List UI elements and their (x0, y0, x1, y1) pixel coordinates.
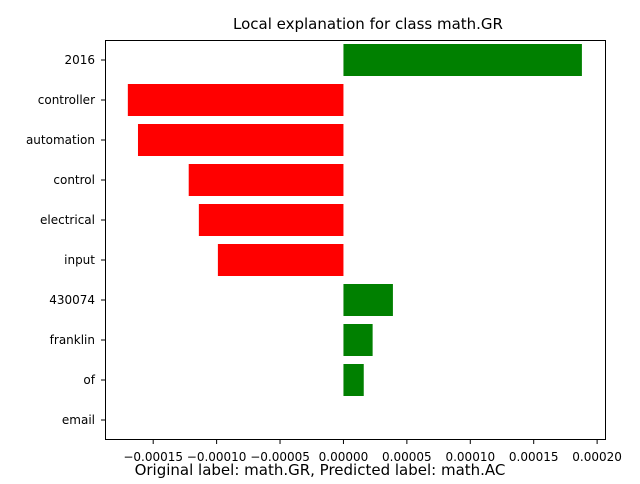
y-tick-label: automation (26, 133, 95, 147)
plot-frame (105, 40, 606, 440)
chart-title: Local explanation for class math.GR (233, 15, 503, 33)
bar-franklin (343, 324, 373, 356)
y-axis-ticks: 2016 controller automation control electrica… (26, 53, 105, 427)
y-tick-label: controller (38, 93, 95, 107)
x-tick-label: −0.00010 (187, 450, 247, 464)
y-tick-label: input (64, 253, 95, 267)
bar-2016 (343, 44, 582, 76)
x-tick-label: 0.00010 (445, 450, 495, 464)
y-tick-label: email (62, 413, 95, 427)
chart-caption: Original label: math.GR, Predicted label… (135, 461, 506, 479)
x-tick-label: −0.00005 (250, 450, 310, 464)
x-tick-label: 0.00000 (319, 450, 369, 464)
x-tick-label: 0.00005 (382, 450, 432, 464)
bar-input (217, 244, 344, 276)
y-tick-label: of (83, 373, 95, 387)
x-tick-label: 0.00020 (572, 450, 622, 464)
y-tick-label: 430074 (49, 293, 95, 307)
bar-430074 (343, 284, 393, 316)
bar-automation (137, 124, 344, 156)
y-tick-label: 2016 (64, 53, 95, 67)
y-tick-label: electrical (40, 213, 95, 227)
bar-controller (127, 84, 344, 116)
bar-control (188, 164, 344, 196)
bars-layer (127, 44, 582, 396)
x-tick-label: −0.00015 (123, 450, 183, 464)
bar-of (343, 364, 364, 396)
bar-electrical (198, 204, 344, 236)
y-tick-label: control (53, 173, 95, 187)
x-tick-label: 0.00015 (509, 450, 559, 464)
y-tick-label: franklin (50, 333, 95, 347)
x-axis-ticks: −0.00015 −0.00010 −0.00005 0.00000 0.00005 0.… (123, 440, 622, 464)
